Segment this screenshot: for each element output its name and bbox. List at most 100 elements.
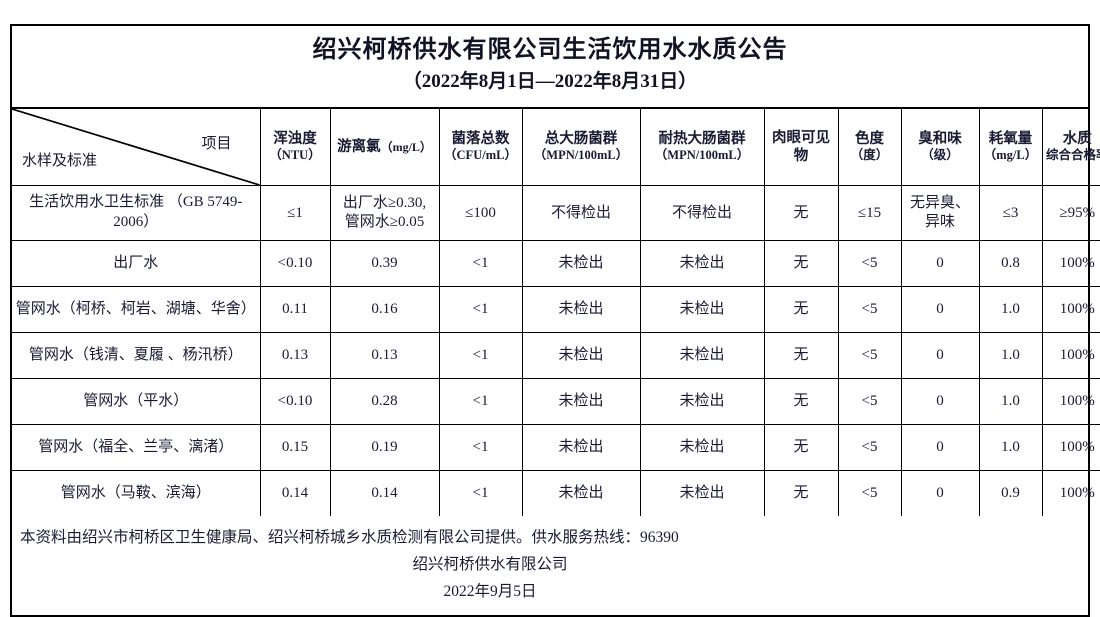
column-header-oxygen-consumption-unit: （mg/L） [982,148,1040,164]
cell-odor-taste: 0 [901,240,979,286]
cell-odor-taste: 0 [901,332,979,378]
cell-free-chlorine: 0.39 [330,240,439,286]
cell-visible-matter: 无 [764,470,838,516]
cell-colony-count: <1 [439,378,522,424]
cell-turbidity: 0.11 [260,286,330,332]
table-row: 管网水（钱清、夏履 、杨汛桥） 0.13 0.13 <1 未检出 未检出 无 <… [12,332,1100,378]
sample-name: 管网水（平水） [12,378,260,424]
cell-turbidity: <0.10 [260,378,330,424]
table-row-standard: 生活饮用水卫生标准 （GB 5749-2006） ≤1 出厂水≥0.30,管网水… [12,185,1100,240]
column-header-odor-taste-unit: （级） [904,148,977,164]
column-header-turbidity: 浑浊度 （NTU） [260,109,330,186]
cell-total-coliform: 未检出 [522,240,640,286]
column-header-pass-rate-unit: 综合合格率 [1045,148,1100,164]
cell-thermotolerant-coliform: 未检出 [640,424,764,470]
title-block: 绍兴柯桥供水有限公司生活饮用水水质公告 （2022年8月1日—2022年8月31… [12,26,1088,109]
cell-thermotolerant-coliform: 未检出 [640,378,764,424]
column-header-free-chlorine: 游离氯（mg/L） [330,109,439,186]
cell-chromaticity: <5 [838,470,901,516]
column-header-chromaticity-unit: （度） [841,148,899,164]
cell-thermotolerant-coliform: 未检出 [640,240,764,286]
footer-note: 本资料由绍兴市柯桥区卫生健康局、绍兴柯桥城乡水质检测有限公司提供。供水服务热线：… [18,524,1082,551]
column-header-turbidity-unit: （NTU） [263,148,328,164]
column-header-turbidity-name: 浑浊度 [273,131,317,147]
cell-free-chlorine: 0.14 [330,470,439,516]
cell-total-coliform: 未检出 [522,470,640,516]
cell-colony-count: <1 [439,424,522,470]
cell-chromaticity: <5 [838,240,901,286]
column-header-thermotolerant-coliform: 耐热大肠菌群 （MPN/100mL） [640,109,764,186]
cell-oxygen-consumption: 0.9 [979,470,1042,516]
page-subtitle-period: （2022年8月1日—2022年8月31日） [12,68,1088,97]
standard-value-turbidity: ≤1 [260,185,330,240]
cell-oxygen-consumption: 1.0 [979,424,1042,470]
cell-visible-matter: 无 [764,424,838,470]
sample-name: 管网水（福全、兰亭、漓渚） [12,424,260,470]
cell-thermotolerant-coliform: 未检出 [640,286,764,332]
footer-signature: 绍兴柯桥供水有限公司 [18,551,1082,578]
column-header-thermotolerant-coliform-unit: （MPN/100mL） [643,148,762,164]
standard-name: 生活饮用水卫生标准 [29,194,164,210]
standard-value-oxygen-consumption: ≤3 [979,185,1042,240]
cell-chromaticity: <5 [838,378,901,424]
cell-turbidity: 0.15 [260,424,330,470]
cell-visible-matter: 无 [764,378,838,424]
standard-value-odor-taste: 无异臭、异味 [901,185,979,240]
cell-chromaticity: <5 [838,286,901,332]
column-header-visible-matter-name: 肉眼可见物 [772,130,830,164]
column-header-oxygen-consumption: 耗氧量 （mg/L） [979,109,1042,186]
corner-column-label: 项目 [201,135,231,154]
column-header-colony-count-unit: （CFU/mL） [442,148,520,164]
sample-name: 管网水（马鞍、滨海） [12,470,260,516]
cell-pass-rate: 100% [1042,332,1100,378]
cell-odor-taste: 0 [901,286,979,332]
cell-visible-matter: 无 [764,332,838,378]
corner-row-label: 水样及标准 [22,152,97,171]
table-row: 管网水（柯桥、柯岩、湖塘、华舍） 0.11 0.16 <1 未检出 未检出 无 … [12,286,1100,332]
cell-total-coliform: 未检出 [522,286,640,332]
cell-odor-taste: 0 [901,424,979,470]
water-quality-table: 水样及标准 项目 浑浊度 （NTU） 游离氯（mg/L） 菌落总数 （CFU/m… [12,109,1100,516]
sample-name: 管网水（柯桥、柯岩、湖塘、华舍） [12,286,260,332]
cell-thermotolerant-coliform: 未检出 [640,332,764,378]
table-row: 管网水（福全、兰亭、漓渚） 0.15 0.19 <1 未检出 未检出 无 <5 … [12,424,1100,470]
cell-total-coliform: 未检出 [522,332,640,378]
column-header-chromaticity: 色度 （度） [838,109,901,186]
footer-block: 本资料由绍兴市柯桥区卫生健康局、绍兴柯桥城乡水质检测有限公司提供。供水服务热线：… [12,516,1088,615]
cell-turbidity: 0.14 [260,470,330,516]
cell-odor-taste: 0 [901,378,979,424]
cell-free-chlorine: 0.13 [330,332,439,378]
standard-value-visible-matter: 无 [764,185,838,240]
cell-colony-count: <1 [439,470,522,516]
cell-free-chlorine: 0.28 [330,378,439,424]
column-header-thermotolerant-coliform-name: 耐热大肠菌群 [659,131,746,147]
corner-header-cell: 水样及标准 项目 [12,109,260,186]
water-quality-announcement-page: 绍兴柯桥供水有限公司生活饮用水水质公告 （2022年8月1日—2022年8月31… [0,0,1100,570]
column-header-odor-taste: 臭和味 （级） [901,109,979,186]
cell-oxygen-consumption: 1.0 [979,378,1042,424]
table-row: 出厂水 <0.10 0.39 <1 未检出 未检出 无 <5 0 0.8 100… [12,240,1100,286]
cell-pass-rate: 100% [1042,240,1100,286]
column-header-pass-rate: 水质 综合合格率 [1042,109,1100,186]
standard-value-chromaticity: ≤15 [838,185,901,240]
cell-oxygen-consumption: 1.0 [979,286,1042,332]
cell-thermotolerant-coliform: 未检出 [640,470,764,516]
cell-visible-matter: 无 [764,240,838,286]
table-row: 管网水（平水） <0.10 0.28 <1 未检出 未检出 无 <5 0 1.0… [12,378,1100,424]
cell-total-coliform: 未检出 [522,424,640,470]
document-frame: 绍兴柯桥供水有限公司生活饮用水水质公告 （2022年8月1日—2022年8月31… [10,24,1090,617]
column-header-colony-count: 菌落总数 （CFU/mL） [439,109,522,186]
cell-colony-count: <1 [439,286,522,332]
column-header-total-coliform-name: 总大肠菌群 [545,131,618,147]
column-header-oxygen-consumption-name: 耗氧量 [989,131,1033,147]
cell-oxygen-consumption: 1.0 [979,332,1042,378]
cell-pass-rate: 100% [1042,424,1100,470]
cell-total-coliform: 未检出 [522,378,640,424]
cell-pass-rate: 100% [1042,378,1100,424]
column-header-free-chlorine-name: 游离氯 [337,139,381,155]
page-title: 绍兴柯桥供水有限公司生活饮用水水质公告 [12,34,1088,66]
cell-free-chlorine: 0.19 [330,424,439,470]
cell-turbidity: 0.13 [260,332,330,378]
column-header-colony-count-name: 菌落总数 [452,131,510,147]
cell-odor-taste: 0 [901,470,979,516]
